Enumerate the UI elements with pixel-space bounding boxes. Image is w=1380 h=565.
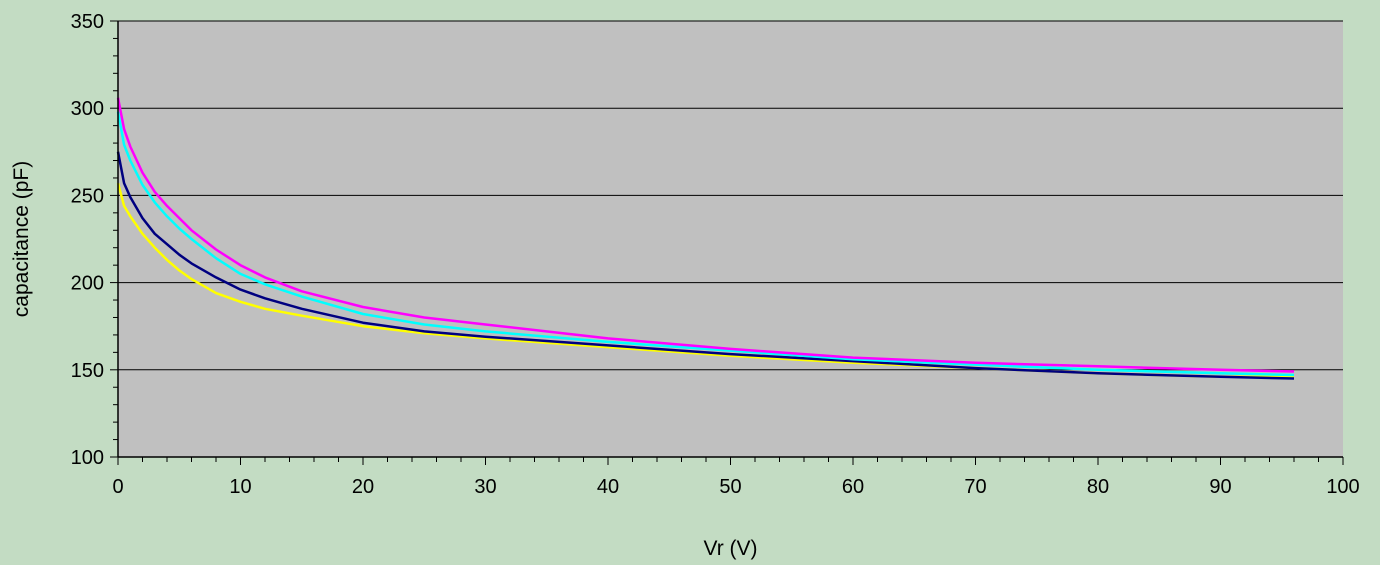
x-tick-label-50: 50 (719, 476, 741, 498)
series-lines (116, 97, 1295, 380)
x-tick-label-40: 40 (597, 476, 619, 498)
x-tick-label-70: 70 (964, 476, 986, 498)
y-axis-title: capacitance (pF) (10, 161, 33, 317)
series-line-3 (116, 111, 1295, 377)
x-tick-label-10: 10 (229, 476, 251, 498)
plot-area (118, 21, 1343, 457)
x-axis-title: Vr (V) (703, 537, 757, 560)
x-tick-label-100: 100 (1326, 476, 1359, 498)
axes (110, 20, 1344, 465)
y-tick-label-250: 250 (71, 185, 104, 207)
y-tick-label-100: 100 (71, 447, 104, 469)
y-tick-label-200: 200 (71, 273, 104, 295)
series-line-2 (116, 151, 1295, 380)
x-tick-label-20: 20 (352, 476, 374, 498)
x-tick-label-90: 90 (1209, 476, 1231, 498)
x-tick-label-60: 60 (842, 476, 864, 498)
x-tick-label-80: 80 (1087, 476, 1109, 498)
y-tick-label-150: 150 (71, 360, 104, 382)
tick-labels: 0 10 20 30 40 50 60 70 80 90 100 100 150 200 250 300 350 (71, 11, 1360, 498)
x-tick-label-0: 0 (112, 476, 123, 498)
series-line-4 (116, 97, 1295, 373)
x-tick-label-30: 30 (474, 476, 496, 498)
y-tick-label-350: 350 (71, 11, 104, 33)
y-tick-label-300: 300 (71, 98, 104, 120)
